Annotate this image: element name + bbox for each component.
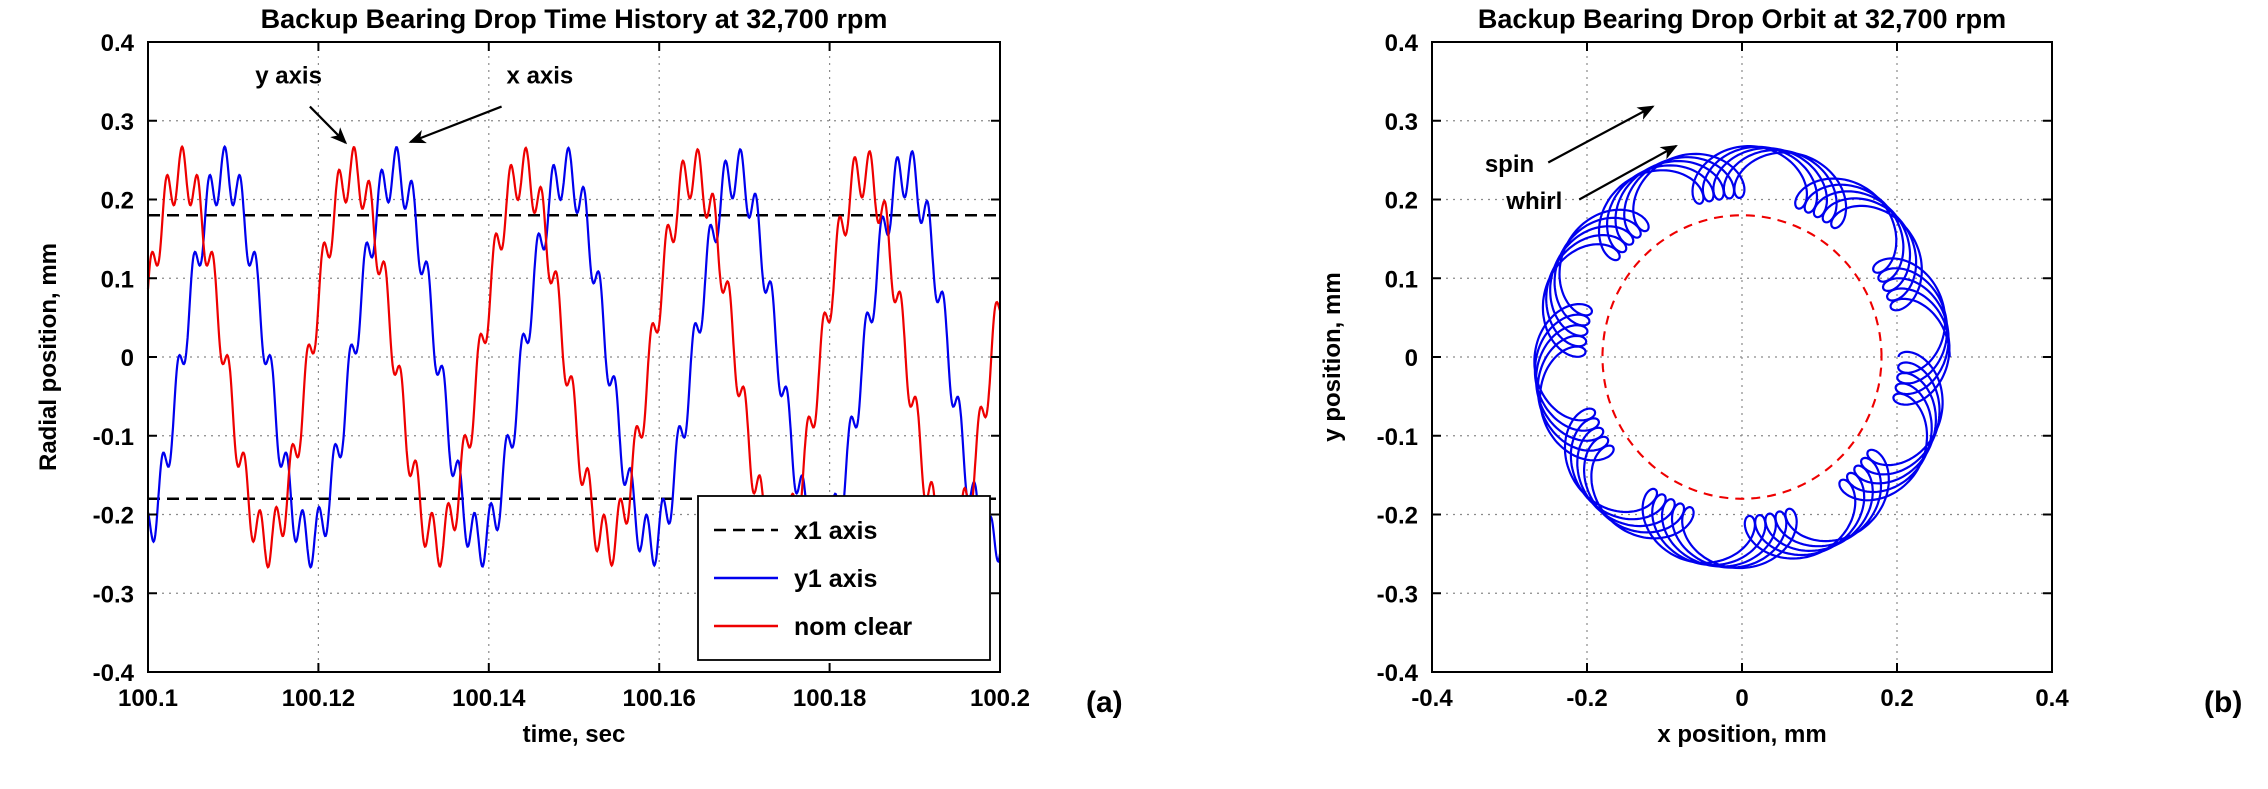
subfigure-label-a: (a) (1086, 686, 1123, 719)
legend-label: x1 axis (794, 517, 877, 545)
annotation-text: spin (1485, 151, 1534, 178)
annotation-arrow (1547, 105, 1655, 164)
y-tick-label: 0.4 (101, 30, 135, 57)
x-tick-label: 100.16 (622, 685, 695, 712)
subfigure-label-b: (b) (2204, 686, 2243, 719)
y-axis-label: y position, mm (1319, 272, 1346, 441)
x-tick-label: 100.1 (118, 685, 178, 712)
y-tick-label: 0.3 (101, 109, 134, 136)
series-rotor-orbit (1533, 145, 1951, 570)
legend-label: y1 axis (794, 565, 877, 593)
annotation-arrow (1578, 144, 1678, 201)
x-tick-label: -0.4 (1411, 685, 1453, 712)
time-history-chart: 100.1 100.12 100.14 100.16 100.18 100.2 0.4 0.3… (35, 4, 1030, 748)
x-tick-label: 0.4 (2035, 685, 2069, 712)
series-y1-axis (146, 144, 1002, 569)
annotation-text: y axis (255, 63, 322, 90)
annotation-arrow (309, 105, 348, 145)
x-tick-label: 100.12 (282, 685, 355, 712)
x-tick-label: 100.18 (793, 685, 866, 712)
y-tick-label: 0.3 (1385, 109, 1418, 136)
legend-label: nom clear (794, 613, 912, 641)
y-tick-label: 0 (121, 345, 134, 372)
y-tick-label: -0.2 (1377, 503, 1418, 530)
y-tick-label: 0.1 (1385, 266, 1418, 293)
y-tick-label: -0.4 (93, 660, 135, 687)
y-tick-label: -0.2 (93, 503, 134, 530)
y-tick-label: 0.4 (1385, 30, 1419, 57)
y-tick-label: -0.1 (93, 424, 134, 451)
y-axis-label: Radial position, mm (35, 243, 62, 471)
y-tick-label: 0.1 (101, 266, 134, 293)
x-tick-label: -0.2 (1566, 685, 1607, 712)
annotation-text: whirl (1505, 188, 1562, 215)
series-nominal-clearance-circle (1601, 214, 1883, 500)
x-tick-label: 0 (1735, 685, 1748, 712)
y-tick-label: -0.1 (1377, 424, 1418, 451)
y-tick-label: -0.4 (1377, 660, 1419, 687)
series-nom-clear (146, 144, 1002, 569)
annotation-arrow (408, 105, 502, 144)
x-axis-label: x position, mm (1657, 721, 1826, 748)
chart-title: Backup Bearing Drop Orbit at 32,700 rpm (1478, 4, 2006, 34)
y-tick-label: 0.2 (1385, 188, 1418, 215)
y-tick-label: 0.2 (101, 188, 134, 215)
annotation-text: x axis (507, 63, 574, 90)
x-tick-label: 0.2 (1880, 685, 1913, 712)
x-tick-label: 100.2 (970, 685, 1030, 712)
y-tick-label: -0.3 (1377, 581, 1418, 608)
x-axis-label: time, sec (523, 721, 626, 748)
y-tick-label: 0 (1405, 345, 1418, 372)
y-tick-label: -0.3 (93, 581, 134, 608)
x-tick-label: 100.14 (452, 685, 526, 712)
chart-title: Backup Bearing Drop Time History at 32,7… (261, 4, 888, 34)
orbit-chart: -0.4 -0.2 0 0.2 0.4 0.4 0.3 0.2 0.1 0 -0.1 -0.2 -0.3… (1319, 4, 2069, 748)
